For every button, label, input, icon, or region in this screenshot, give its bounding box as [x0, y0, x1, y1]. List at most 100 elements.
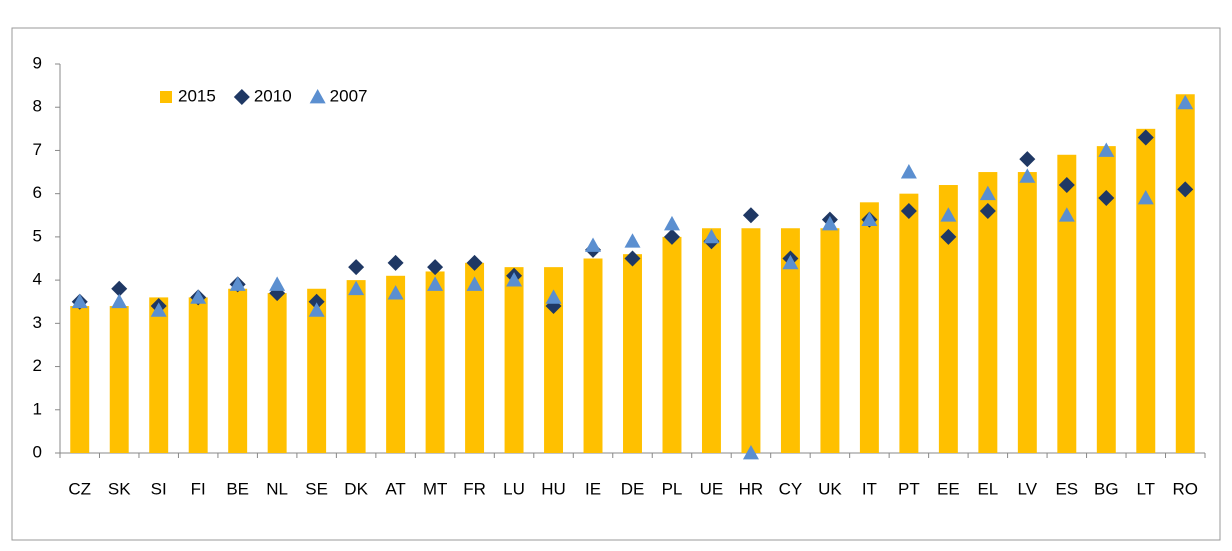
triangle-marker [1098, 142, 1115, 157]
bar [109, 306, 129, 453]
triangle-marker [900, 164, 917, 179]
triangle-marker [782, 254, 799, 270]
bar [228, 288, 248, 453]
diamond-marker [1137, 129, 1154, 146]
bar [346, 280, 366, 453]
x-tick-label: FI [191, 479, 206, 498]
bar [701, 228, 721, 453]
x-tick-label: LV [1018, 479, 1038, 498]
x-tick-label: DK [344, 479, 368, 498]
x-tick-label: LT [1136, 479, 1155, 498]
x-tick-label: UE [700, 479, 724, 498]
x-tick-label: IE [585, 479, 601, 498]
y-tick-label: 6 [33, 183, 42, 202]
bar [820, 228, 840, 453]
triangle-marker [466, 276, 483, 291]
y-tick-label: 1 [33, 399, 42, 418]
legend-swatch [233, 89, 250, 105]
triangle-marker [71, 293, 88, 309]
bar [267, 293, 287, 453]
triangle-marker [979, 185, 996, 201]
bar [504, 267, 524, 453]
diamond-marker [1177, 181, 1194, 198]
x-tick-label: IT [862, 479, 877, 498]
y-tick-label: 8 [33, 97, 42, 116]
x-tick-label: RO [1173, 479, 1199, 498]
x-tick-label: PT [898, 479, 920, 498]
chart-border [11, 27, 1221, 541]
diamond-marker [308, 293, 325, 310]
x-tick-label: HU [541, 479, 566, 498]
diamond-marker [466, 254, 483, 271]
x-tick-label: MT [423, 479, 448, 498]
diamond-marker [663, 228, 680, 245]
triangle-marker [585, 237, 602, 252]
triangle-marker [821, 215, 838, 231]
bar [662, 236, 682, 453]
triangle-marker [742, 445, 759, 460]
triangle-marker [308, 302, 325, 317]
legend-swatch [160, 91, 172, 103]
diamond-marker [387, 254, 404, 271]
triangle-marker [1137, 189, 1154, 205]
diamond-marker [111, 280, 128, 297]
bar [1057, 154, 1077, 453]
triangle-marker [269, 276, 286, 291]
y-tick-label: 3 [33, 313, 42, 332]
bar [425, 271, 445, 453]
bar [70, 306, 90, 453]
triangle-marker [506, 272, 523, 287]
triangle-marker [111, 293, 128, 309]
y-tick-label: 5 [33, 226, 42, 245]
x-tick-label: EL [977, 479, 998, 498]
triangle-marker [703, 228, 720, 244]
x-tick-label: BG [1094, 479, 1119, 498]
triangle-marker [663, 215, 680, 231]
bar [780, 228, 800, 453]
triangle-marker [940, 207, 957, 222]
x-tick-label: ES [1055, 479, 1078, 498]
triangle-marker [348, 280, 365, 296]
bar [465, 262, 485, 453]
triangle-marker [861, 211, 878, 226]
triangle-marker [545, 289, 562, 304]
bar [978, 172, 998, 454]
diamond-marker [348, 259, 365, 276]
bar [307, 288, 327, 453]
triangle-marker [1019, 168, 1036, 183]
y-tick-label: 7 [33, 140, 42, 159]
x-tick-label: LU [503, 479, 525, 498]
x-tick-label: NL [266, 479, 288, 498]
bar [623, 254, 642, 453]
legend-swatch [309, 89, 326, 104]
bar [899, 193, 919, 453]
x-tick-label: CZ [68, 479, 91, 498]
triangle-marker [387, 285, 404, 300]
bar [741, 228, 761, 453]
bar [149, 297, 169, 453]
x-tick-label: EE [937, 479, 960, 498]
triangle-marker [1058, 207, 1075, 222]
legend-label: 2015 [178, 86, 216, 105]
diamond-marker [1019, 151, 1036, 168]
bar [386, 275, 406, 453]
x-tick-label: CY [779, 479, 803, 498]
x-tick-label: SK [108, 479, 131, 498]
triangle-marker [427, 276, 444, 291]
bar [1136, 128, 1156, 454]
x-tick-label: BE [226, 479, 249, 498]
x-tick-label: FR [463, 479, 486, 498]
diamond-marker [940, 228, 957, 245]
triangle-marker [1177, 94, 1194, 110]
triangle-marker [150, 302, 167, 317]
bar [1175, 94, 1195, 453]
bar [188, 297, 208, 453]
triangle-marker [624, 233, 641, 248]
legend-label: 2007 [330, 86, 368, 105]
diamond-marker [1098, 189, 1115, 206]
triangle-marker [190, 289, 207, 304]
x-tick-label: DE [621, 479, 645, 498]
diamond-marker [979, 202, 996, 219]
triangle-marker [229, 276, 246, 291]
